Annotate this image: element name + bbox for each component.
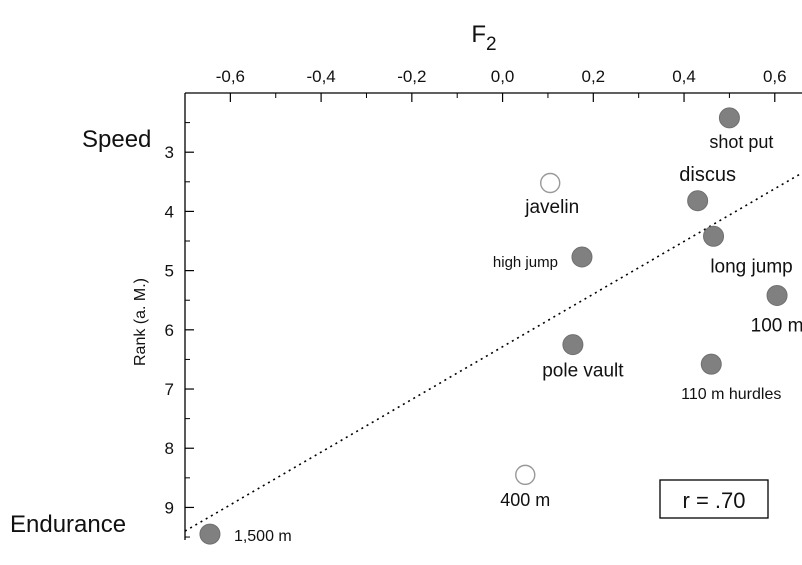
- point-label: discus: [679, 164, 736, 186]
- point-label: 400 m: [500, 490, 550, 510]
- y-tick-label: 3: [165, 143, 174, 162]
- chart-title-subscript: 2: [486, 34, 497, 55]
- correlation-box: [659, 479, 769, 519]
- y-tick-label: 7: [165, 380, 174, 399]
- x-tick-label: 0,2: [581, 67, 605, 86]
- y-axis-title: Rank (a. M.): [132, 278, 149, 366]
- x-tick-label: -0,4: [306, 67, 335, 86]
- point-label: 110 m hurdles: [681, 386, 781, 403]
- trendline: [184, 172, 802, 532]
- data-point: [687, 190, 709, 212]
- point-label: high jump: [493, 254, 558, 271]
- data-point: [515, 464, 536, 486]
- point-label: javelin: [524, 197, 579, 218]
- y-tick-label: 5: [165, 262, 174, 281]
- data-point: [571, 246, 593, 268]
- x-tick-label: 0,6: [763, 67, 787, 86]
- data-point: [718, 107, 740, 129]
- data-point: [199, 523, 221, 545]
- data-point: [540, 172, 561, 194]
- y-tick-label: 9: [165, 498, 174, 517]
- correlation-annotation: r = .70: [683, 488, 746, 513]
- data-point: [766, 284, 788, 306]
- y-tick-label: 6: [165, 321, 174, 340]
- y-tick-label: 8: [165, 439, 174, 458]
- x-tick-label: -0,6: [216, 67, 245, 86]
- chart-title-main: F: [471, 21, 486, 48]
- data-point: [703, 225, 725, 247]
- x-tick-label: 0,4: [672, 67, 696, 86]
- x-tick-label: 0,0: [491, 67, 515, 86]
- point-label: shot put: [709, 132, 773, 152]
- point-label: long jump: [710, 256, 792, 277]
- data-point: [700, 353, 722, 375]
- points-group: [199, 107, 788, 545]
- endurance-label: Endurance: [10, 511, 126, 538]
- chart-title: F2: [471, 21, 496, 55]
- axes-group: -0,6 -0,4 -0,2 0,0 0,2 0,4 0,6 3 4 5 6 7 8 9 F2 Rank (a…: [10, 21, 802, 540]
- point-label: 1,500 m: [234, 528, 292, 545]
- speed-label: Speed: [82, 126, 151, 153]
- point-label: pole vault: [542, 361, 624, 382]
- y-tick-label: 4: [165, 202, 174, 221]
- x-tick-label: -0,2: [397, 67, 426, 86]
- labels-group: shot put discus javelin high jump long jump 1…: [234, 132, 802, 545]
- trendline-group: [184, 172, 802, 532]
- point-label: 100 m: [751, 315, 802, 336]
- data-point: [562, 334, 584, 356]
